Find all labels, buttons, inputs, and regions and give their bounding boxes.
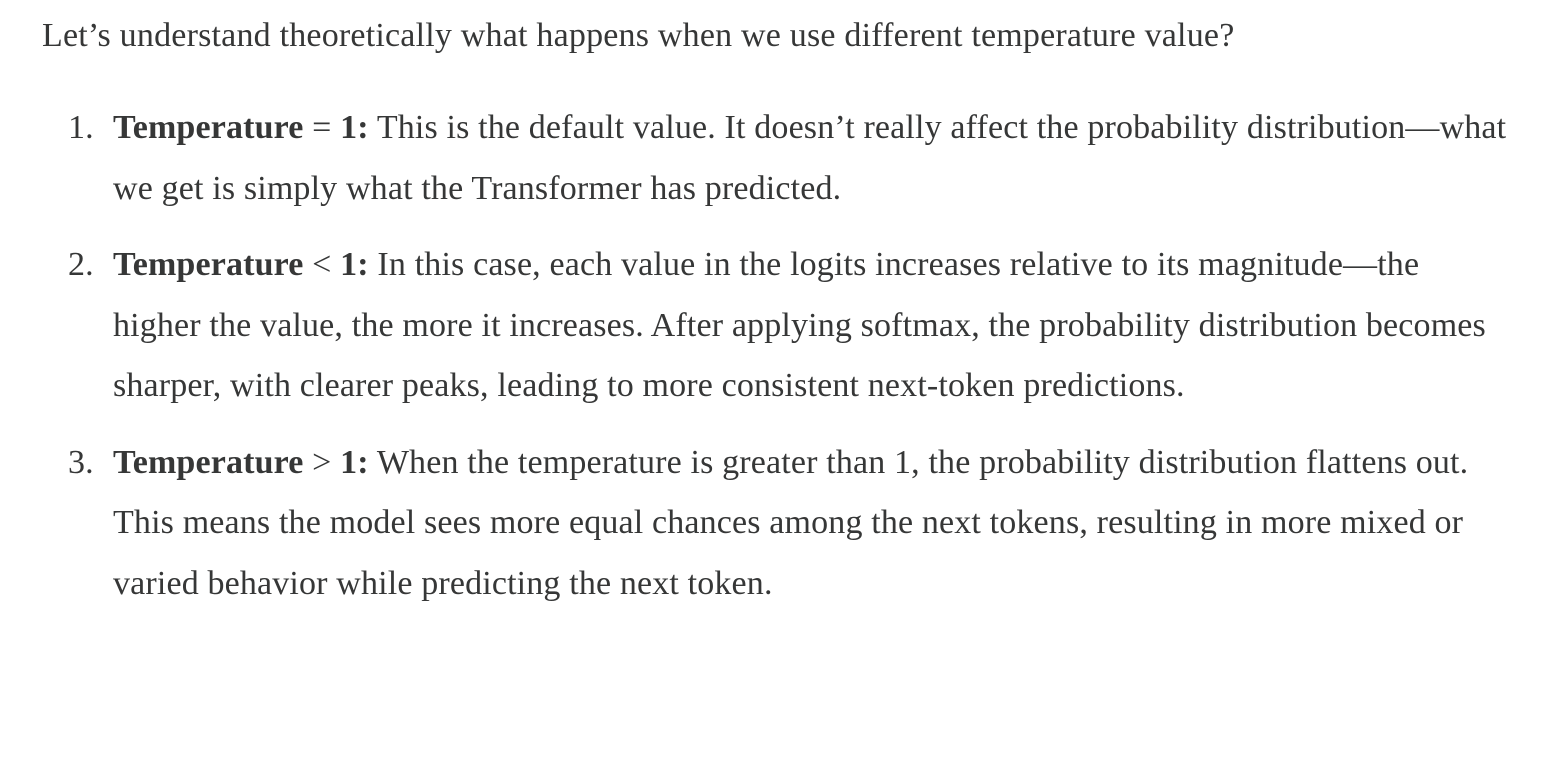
term-label: Temperature (113, 246, 304, 283)
term-value: 1 (340, 443, 358, 481)
term-colon: : (357, 443, 369, 481)
temperature-list: 1. Temperature = 1: This is the default v… (42, 98, 1512, 614)
comparison-operator: = (303, 109, 341, 146)
list-item: 2. Temperature < 1: In this case, each va… (42, 235, 1512, 417)
comparison-operator: > (303, 443, 341, 481)
list-number: 3. (68, 443, 94, 481)
term-value: 1 (340, 109, 358, 146)
term-colon: : (357, 246, 369, 283)
list-number: 1. (68, 109, 94, 146)
list-number: 2. (68, 246, 94, 283)
term-label: Temperature (113, 443, 304, 481)
list-item: 1. Temperature = 1: This is the default v… (42, 98, 1512, 219)
list-item: 3. Temperature > 1: When the temperature … (42, 433, 1512, 615)
intro-paragraph: Let’s understand theoretically what happ… (42, 17, 1235, 54)
term-colon: : (357, 109, 369, 146)
item-description: When the temperature is greater than 1, … (113, 443, 1469, 602)
item-description: This is the default value. It doesn’t re… (113, 109, 1507, 207)
item-description: In this case, each value in the logits i… (113, 246, 1486, 404)
term-label: Temperature (113, 109, 304, 146)
term-value: 1 (340, 246, 358, 283)
comparison-operator: < (303, 246, 341, 283)
article-body: Let’s understand theoretically what happ… (42, 10, 1512, 630)
